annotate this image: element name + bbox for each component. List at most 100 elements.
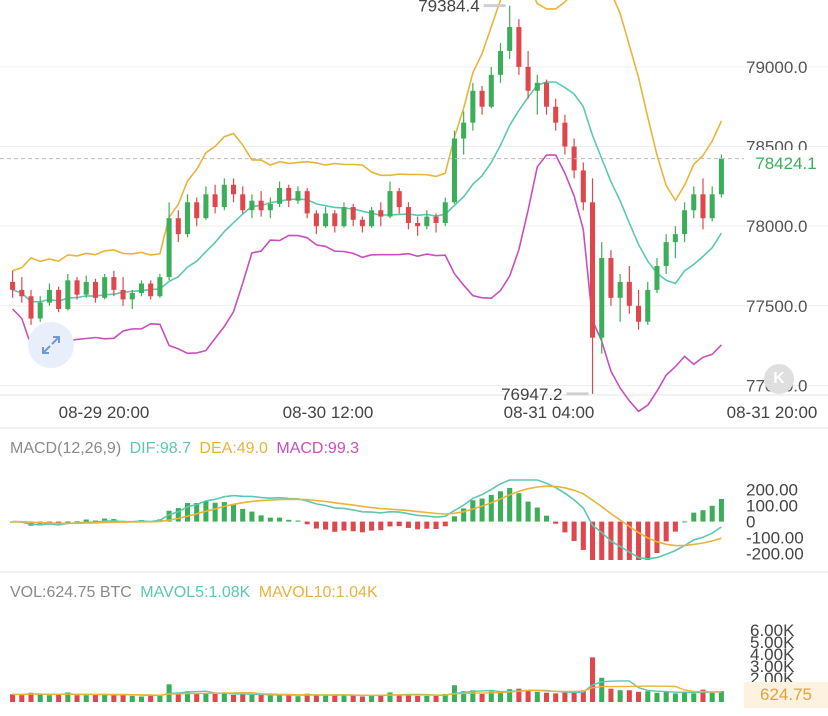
volume-bar [617,690,623,702]
volume-bar [83,695,89,702]
macd-legend: MACD(12,26,9) DIF:98.7 DEA:49.0 MACD:99.… [10,440,363,458]
volume-bar [277,694,283,702]
macd-histogram-bar [83,519,89,522]
macd-histogram-bar [497,491,504,522]
volume-bar [682,691,688,702]
volume-bar [46,695,52,702]
macd-histogram-bar [691,512,697,522]
volume-bar [525,690,531,702]
candle-body [313,213,319,227]
fullscreen-button[interactable] [28,322,74,368]
volume-bar [341,694,347,702]
mavol10-value: MAVOL10:1.04K [258,584,378,601]
candle-body [654,265,660,290]
candle [83,275,89,298]
candle-body [138,283,145,294]
candle [277,181,283,208]
candle-body [175,218,181,235]
macd-histogram-bar [562,521,568,533]
macd-histogram-bar [230,504,237,522]
candle-body [479,90,485,107]
macd-histogram-bar [378,521,384,531]
candle [479,86,485,115]
candle [599,242,605,354]
candle [138,280,145,297]
candle-body [350,207,356,220]
volume-bar [461,691,467,702]
candle-body [129,293,135,300]
candle [543,79,550,115]
volume-bar [102,694,108,702]
candle-body [46,289,52,303]
macd-axis-label: 100.00 [746,497,798,516]
volume-bar [37,694,43,702]
macd-histogram-bar [313,521,319,529]
candle [626,265,632,314]
candle-body [120,289,126,300]
candle [92,278,98,303]
candle-body [332,213,338,227]
candle [37,296,43,322]
candle [111,270,117,297]
candle-body [28,296,34,319]
candle-body [497,50,504,75]
candle-body [534,82,540,91]
volume-bar [709,692,715,702]
volume-bar [10,694,16,702]
macd-value: MACD:99.3 [276,440,360,457]
candle [553,98,559,131]
candle-body [396,191,402,208]
candle-body [369,210,375,227]
candle [516,19,522,75]
volume-bar [129,695,135,702]
macd-histogram-bar [249,511,255,522]
macd-histogram-bar [323,521,329,530]
volume-bar [203,693,209,702]
candle-body [580,170,586,203]
candle [203,186,209,220]
candle-body [682,210,688,235]
candle-body [304,191,310,214]
candle-body [451,138,457,203]
candle [28,289,34,325]
macd-histogram-bar [415,521,421,530]
volume-axis-label: 5.00K [750,633,795,652]
volume-bar [488,691,494,702]
volume-bar [553,693,559,702]
candle-body [718,158,724,195]
candle [102,273,108,300]
macd-histogram-bar [525,501,531,522]
volume-bar [295,696,301,702]
candle-body [249,200,255,211]
macd-histogram-bar [654,521,660,554]
candle-body [488,74,494,107]
candle [415,216,421,236]
volume-bar [359,696,365,702]
macd-axis-label: -100.00 [746,529,804,548]
macd-histogram-bar [166,510,172,522]
macd-histogram-bar [102,518,108,522]
macd-histogram-bar [451,516,457,522]
macd-histogram-bar [387,521,393,527]
candle-body [267,203,273,211]
candle-body [10,281,16,290]
dif-line [12,479,722,560]
time-axis-label: 08-31 20:00 [727,403,818,422]
candle [470,82,476,131]
candle-body [359,219,365,227]
dif-value: DIF:98.7 [129,440,191,457]
candle-body [507,27,513,51]
candle [240,186,246,214]
candle [19,277,25,303]
candle-body [424,216,430,227]
candle-body [341,207,347,227]
candle-body [608,258,614,298]
macd-histogram-bar [589,521,596,560]
price-axis-label: 77500.0 [746,297,807,316]
candle [166,202,172,281]
candle [700,178,706,230]
macd-histogram-bar [304,521,310,525]
volume-bar [608,688,614,702]
scroll-latest-button[interactable]: K [764,364,794,394]
